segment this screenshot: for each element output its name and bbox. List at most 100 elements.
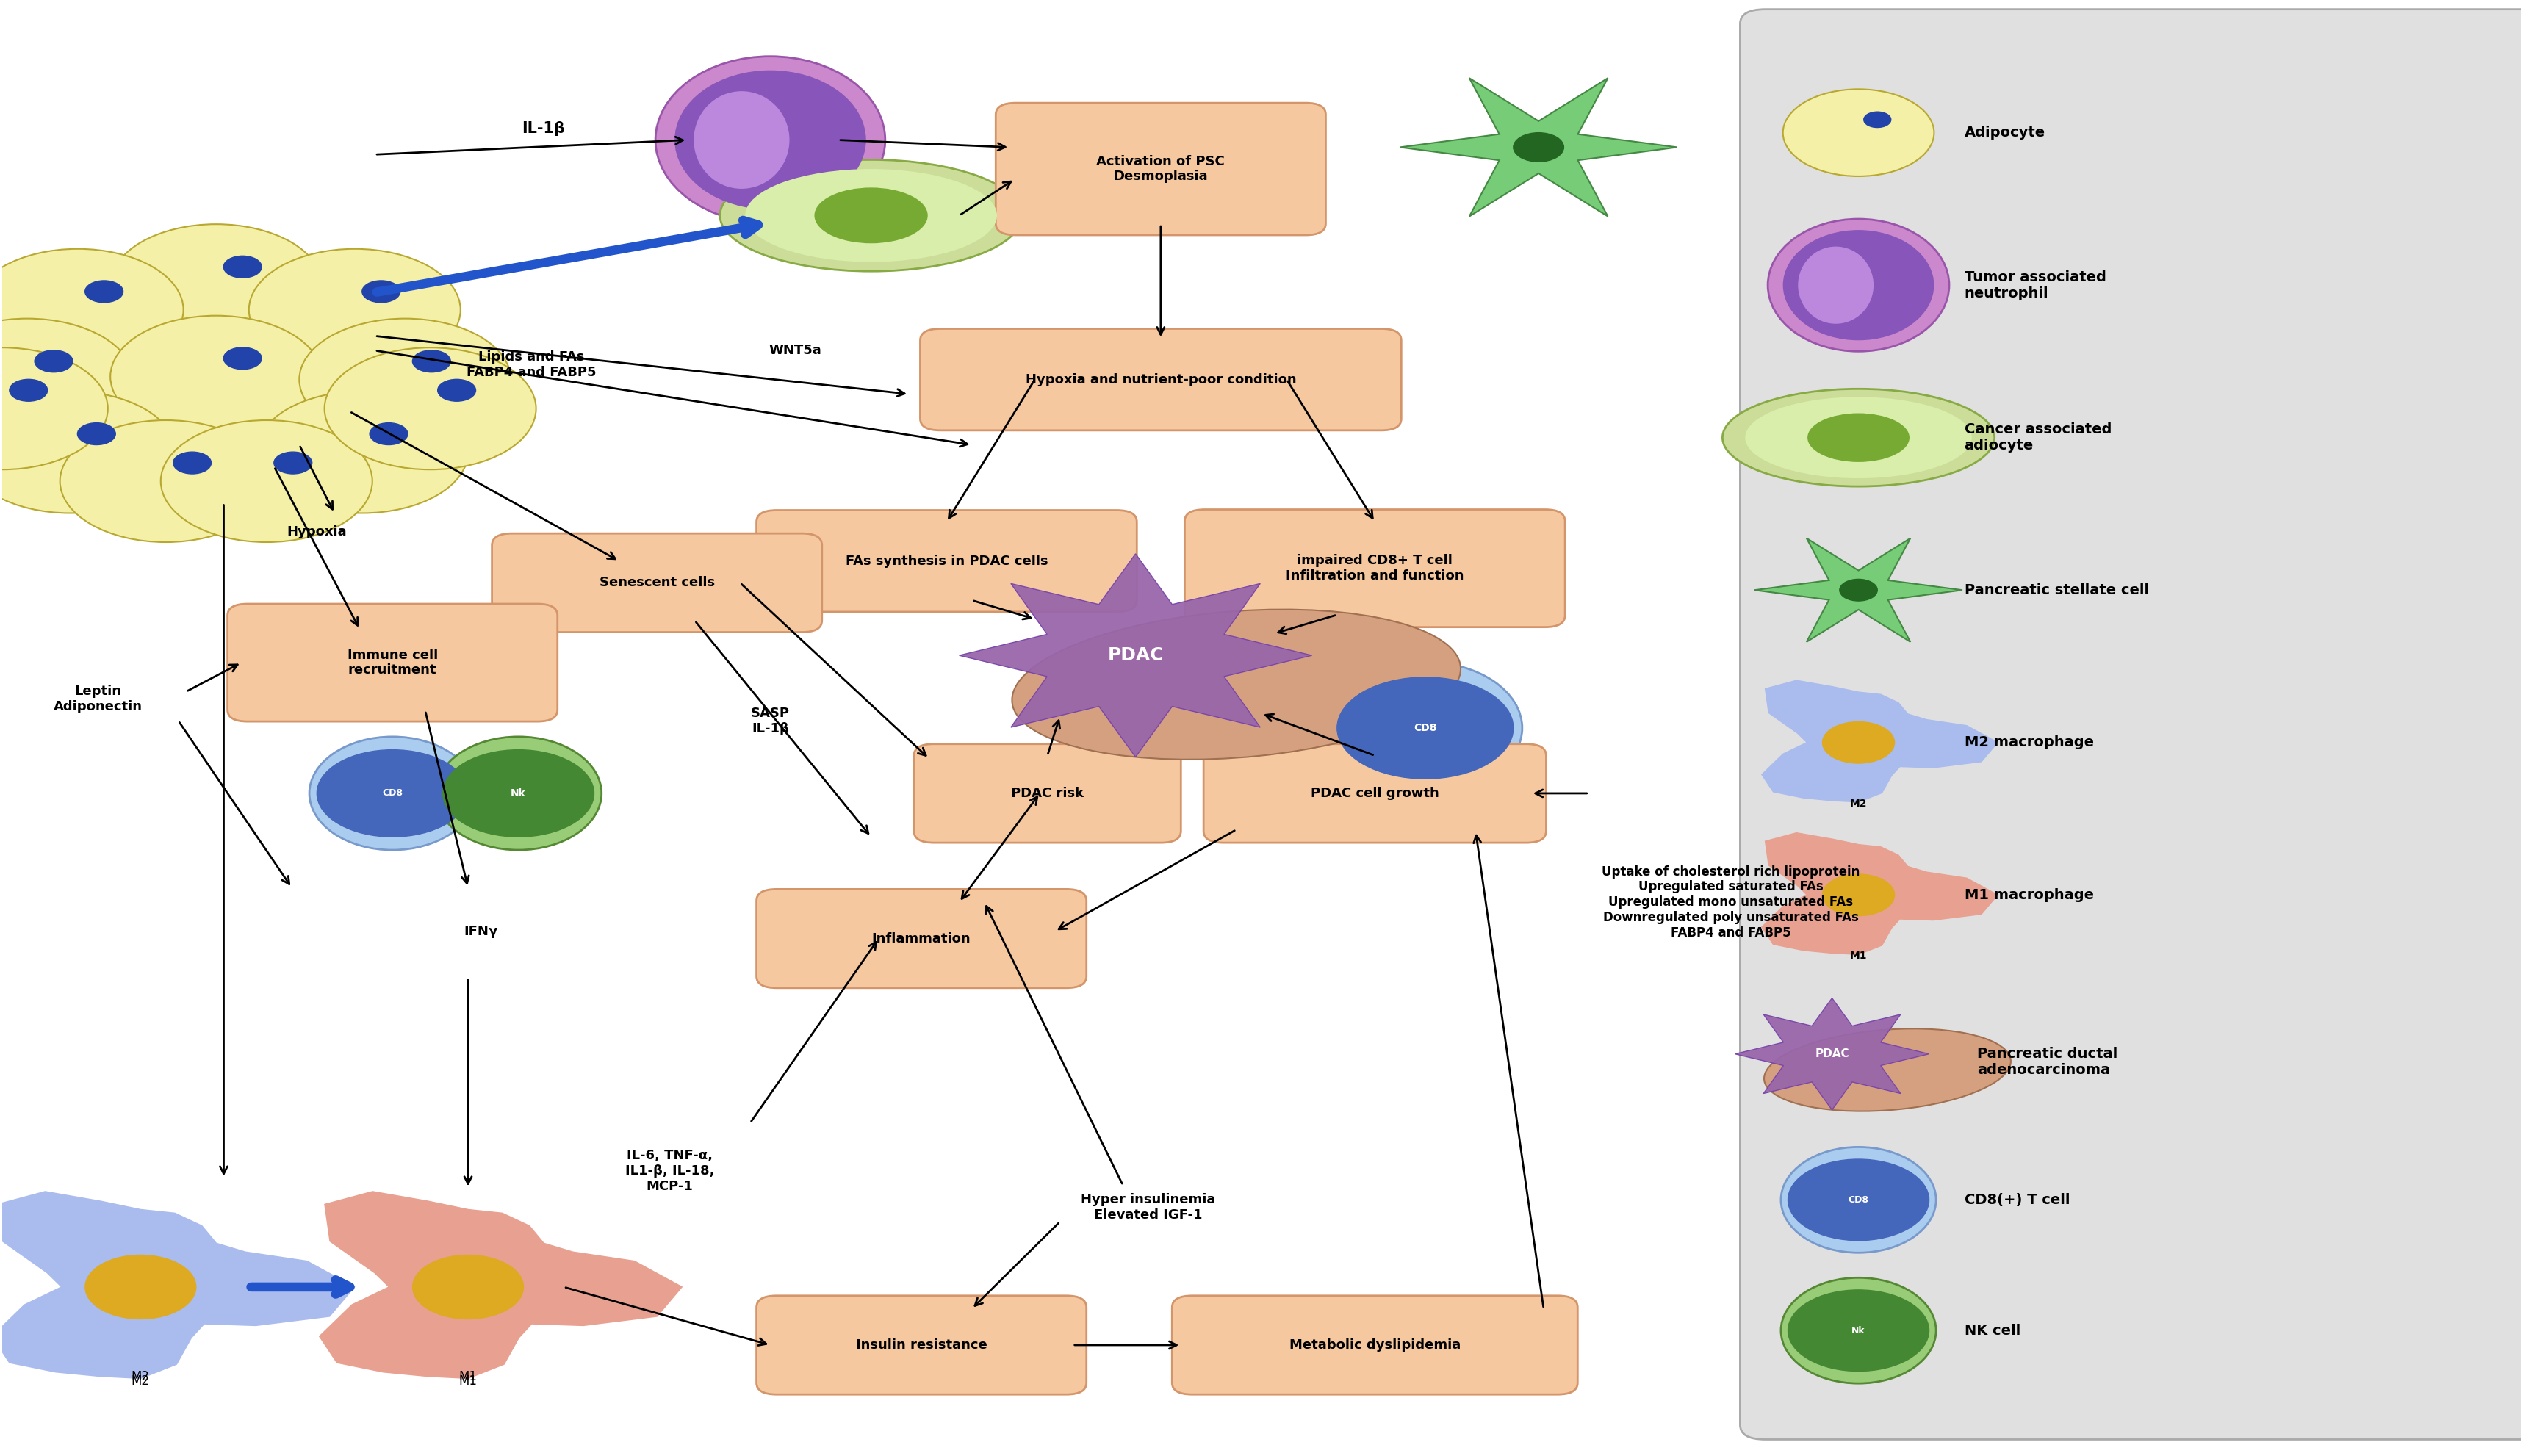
Text: Lipids and FAs
FABP4 and FABP5: Lipids and FAs FABP4 and FABP5 bbox=[467, 351, 595, 379]
Text: Cancer associated
adiocyte: Cancer associated adiocyte bbox=[1965, 422, 2112, 453]
Circle shape bbox=[225, 348, 262, 370]
Text: CD8(+) T cell: CD8(+) T cell bbox=[1965, 1192, 2069, 1207]
Text: Uptake of cholesterol rich lipoprotein
Upregulated saturated FAs
Upregulated mon: Uptake of cholesterol rich lipoprotein U… bbox=[1602, 865, 1859, 939]
Polygon shape bbox=[1761, 680, 1998, 802]
Text: Metabolic dyslipidemia: Metabolic dyslipidemia bbox=[1289, 1338, 1461, 1351]
Text: M1: M1 bbox=[459, 1374, 477, 1388]
Circle shape bbox=[86, 281, 124, 303]
Ellipse shape bbox=[1723, 389, 1996, 486]
Circle shape bbox=[0, 249, 184, 371]
Ellipse shape bbox=[1769, 218, 1950, 351]
Text: PDAC risk: PDAC risk bbox=[1012, 786, 1085, 799]
Text: PDAC cell growth: PDAC cell growth bbox=[1309, 786, 1438, 799]
Circle shape bbox=[0, 319, 134, 441]
Text: Insulin resistance: Insulin resistance bbox=[855, 1338, 986, 1351]
Polygon shape bbox=[959, 553, 1312, 757]
Text: Nk: Nk bbox=[1852, 1326, 1864, 1335]
FancyBboxPatch shape bbox=[1741, 9, 2523, 1440]
Text: Inflammation: Inflammation bbox=[873, 932, 971, 945]
FancyBboxPatch shape bbox=[921, 329, 1400, 431]
Text: FAs synthesis in PDAC cells: FAs synthesis in PDAC cells bbox=[845, 555, 1047, 568]
Text: Hyper insulinemia
Elevated IGF-1: Hyper insulinemia Elevated IGF-1 bbox=[1080, 1192, 1216, 1222]
Text: M2: M2 bbox=[131, 1370, 149, 1383]
FancyBboxPatch shape bbox=[913, 744, 1181, 843]
Ellipse shape bbox=[694, 92, 790, 189]
Text: impaired CD8+ T cell
Infiltration and function: impaired CD8+ T cell Infiltration and fu… bbox=[1287, 555, 1463, 582]
FancyBboxPatch shape bbox=[757, 890, 1087, 987]
Text: Pancreatic ductal
adenocarcinoma: Pancreatic ductal adenocarcinoma bbox=[1978, 1047, 2117, 1077]
Text: Pancreatic stellate cell: Pancreatic stellate cell bbox=[1965, 582, 2150, 597]
Circle shape bbox=[411, 351, 452, 373]
Circle shape bbox=[1514, 132, 1564, 162]
Polygon shape bbox=[0, 1191, 353, 1379]
Text: NK cell: NK cell bbox=[1965, 1324, 2021, 1338]
Ellipse shape bbox=[744, 169, 997, 262]
Polygon shape bbox=[1753, 539, 1963, 642]
Circle shape bbox=[1839, 579, 1877, 601]
Circle shape bbox=[250, 249, 462, 371]
Text: M2: M2 bbox=[131, 1374, 149, 1388]
Polygon shape bbox=[320, 1191, 681, 1379]
Circle shape bbox=[225, 256, 262, 278]
Text: M2: M2 bbox=[1849, 798, 1867, 808]
Circle shape bbox=[371, 422, 409, 446]
FancyBboxPatch shape bbox=[492, 533, 822, 632]
Circle shape bbox=[1784, 89, 1935, 176]
Text: CD8: CD8 bbox=[1413, 722, 1436, 734]
Circle shape bbox=[1822, 874, 1895, 916]
Ellipse shape bbox=[1806, 414, 1910, 462]
Ellipse shape bbox=[1327, 662, 1521, 794]
Text: IFNγ: IFNγ bbox=[464, 925, 497, 938]
Text: Tumor associated
neutrophil: Tumor associated neutrophil bbox=[1965, 271, 2107, 300]
Text: PDAC: PDAC bbox=[1108, 646, 1163, 664]
Text: Adipocyte: Adipocyte bbox=[1965, 125, 2046, 140]
Ellipse shape bbox=[1799, 246, 1875, 323]
Text: SASP
IL-1β: SASP IL-1β bbox=[752, 706, 790, 735]
Circle shape bbox=[363, 281, 401, 303]
Circle shape bbox=[444, 750, 593, 837]
Text: M1: M1 bbox=[459, 1370, 477, 1383]
Ellipse shape bbox=[1746, 397, 1973, 478]
Circle shape bbox=[436, 380, 477, 402]
Circle shape bbox=[174, 451, 212, 473]
Ellipse shape bbox=[815, 188, 928, 243]
Circle shape bbox=[35, 351, 73, 373]
Text: WNT5a: WNT5a bbox=[770, 344, 822, 357]
FancyBboxPatch shape bbox=[757, 510, 1138, 612]
Circle shape bbox=[61, 421, 272, 542]
Text: Hypoxia and nutrient-poor condition: Hypoxia and nutrient-poor condition bbox=[1024, 373, 1297, 386]
FancyBboxPatch shape bbox=[1203, 744, 1547, 843]
Circle shape bbox=[111, 224, 323, 347]
Ellipse shape bbox=[1764, 1029, 2011, 1111]
Ellipse shape bbox=[1781, 1278, 1935, 1383]
Text: Hypoxia: Hypoxia bbox=[288, 526, 346, 539]
Circle shape bbox=[1864, 112, 1890, 128]
Circle shape bbox=[0, 392, 177, 513]
Text: Senescent cells: Senescent cells bbox=[600, 577, 714, 590]
Circle shape bbox=[318, 750, 469, 837]
Ellipse shape bbox=[1784, 230, 1935, 341]
Ellipse shape bbox=[310, 737, 477, 850]
Circle shape bbox=[10, 380, 48, 402]
Text: CD8: CD8 bbox=[381, 789, 404, 798]
Text: CD8: CD8 bbox=[1849, 1195, 1870, 1204]
Text: Nk: Nk bbox=[510, 788, 525, 798]
Circle shape bbox=[257, 392, 469, 513]
Ellipse shape bbox=[719, 160, 1022, 271]
Text: IL-1β: IL-1β bbox=[522, 121, 565, 135]
FancyBboxPatch shape bbox=[1173, 1296, 1577, 1395]
Circle shape bbox=[325, 348, 535, 469]
Text: M1: M1 bbox=[1849, 951, 1867, 961]
Ellipse shape bbox=[1012, 610, 1461, 760]
Ellipse shape bbox=[656, 57, 886, 224]
Circle shape bbox=[161, 421, 373, 542]
Ellipse shape bbox=[436, 737, 600, 850]
Text: IL-6, TNF-α,
IL1-β, IL-18,
MCP-1: IL-6, TNF-α, IL1-β, IL-18, MCP-1 bbox=[626, 1149, 714, 1192]
Text: PDAC: PDAC bbox=[1814, 1048, 1849, 1060]
Text: Immune cell
recruitment: Immune cell recruitment bbox=[348, 648, 439, 677]
Text: M1 macrophage: M1 macrophage bbox=[1965, 888, 2094, 901]
Circle shape bbox=[1789, 1159, 1930, 1241]
Text: Leptin
Adiponectin: Leptin Adiponectin bbox=[53, 684, 141, 713]
Ellipse shape bbox=[674, 70, 865, 210]
Circle shape bbox=[1789, 1290, 1930, 1372]
